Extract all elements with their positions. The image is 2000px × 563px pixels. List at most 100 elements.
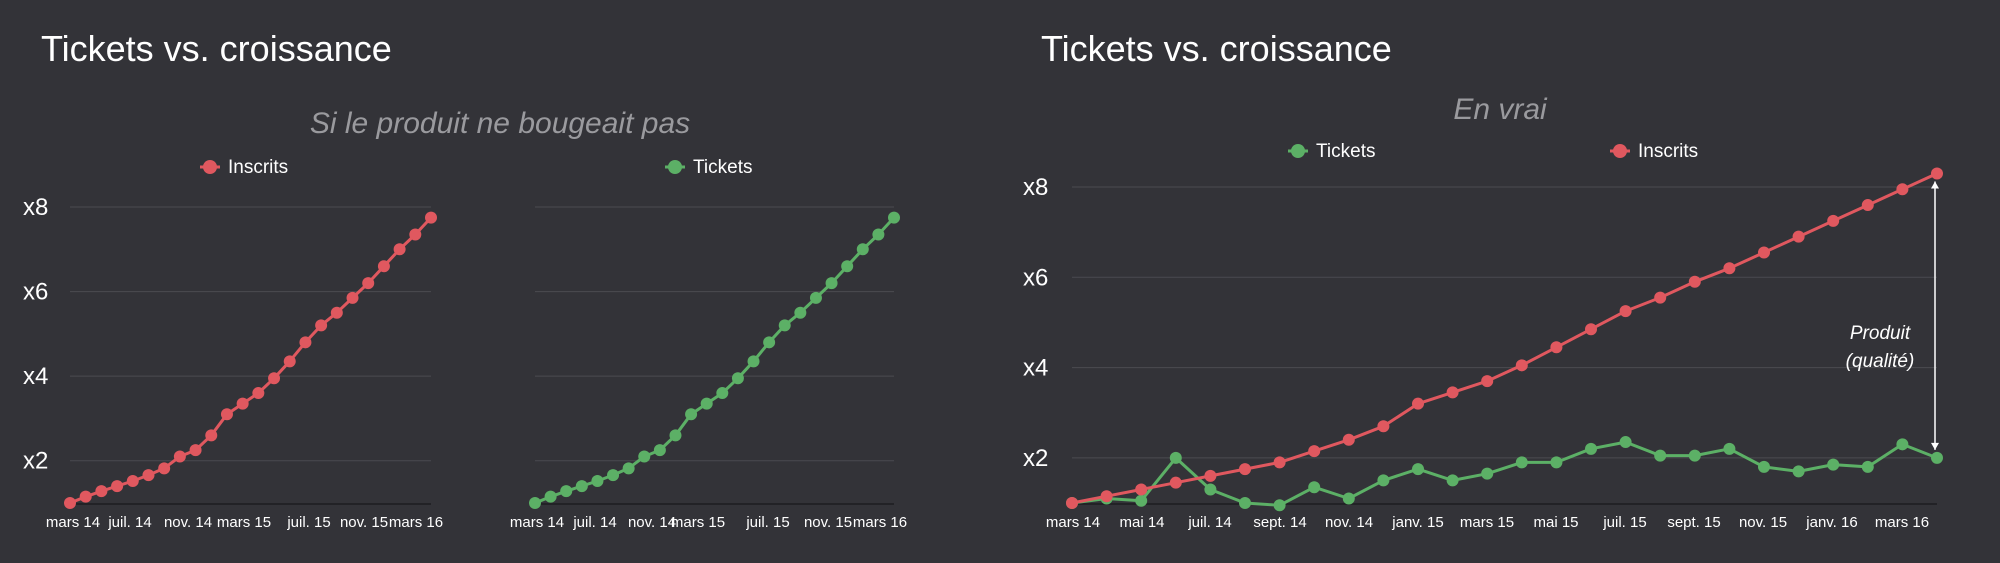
- data-point-tickets: [1169, 451, 1182, 464]
- data-point-tickets: [872, 228, 885, 241]
- data-point-inscrits: [1066, 497, 1078, 509]
- data-point-inscrits: [1861, 199, 1874, 212]
- y-tick-label: x6: [1023, 264, 1048, 291]
- data-point-inscrits: [64, 497, 76, 509]
- data-point-inscrits: [173, 450, 186, 463]
- legend-label: Inscrits: [228, 157, 288, 178]
- data-point-inscrits: [236, 397, 249, 410]
- data-point-inscrits: [1169, 476, 1182, 489]
- data-point-inscrits: [142, 469, 155, 482]
- annotation-label: (qualité): [1846, 351, 1915, 372]
- data-point-inscrits: [1688, 275, 1701, 288]
- data-point-inscrits: [1619, 305, 1632, 318]
- data-point-tickets: [544, 490, 557, 503]
- data-point-inscrits: [268, 372, 281, 385]
- data-point-tickets: [747, 355, 760, 368]
- x-tick-label: juil. 15: [745, 514, 789, 531]
- x-tick-label: sept. 15: [1667, 514, 1720, 531]
- data-point-inscrits: [1481, 375, 1494, 388]
- data-point-tickets: [1723, 442, 1736, 455]
- x-tick-label: juil. 14: [107, 514, 151, 531]
- data-point-tickets: [560, 485, 573, 498]
- x-tick-label: juil. 15: [1602, 514, 1646, 531]
- data-point-tickets: [809, 291, 822, 304]
- chart-subtitle: En vrai: [1453, 93, 1548, 126]
- data-point-tickets: [1308, 481, 1321, 494]
- legend-marker: [1291, 144, 1305, 158]
- x-tick-label: sept. 14: [1253, 514, 1306, 531]
- x-tick-label: nov. 15: [804, 514, 852, 531]
- y-tick-label: x2: [23, 448, 48, 475]
- x-tick-label: nov. 14: [164, 514, 212, 531]
- x-tick-label: mars 15: [671, 514, 725, 531]
- data-point-tickets: [607, 469, 620, 482]
- x-tick-label: janv. 16: [1805, 514, 1857, 531]
- legend-label: Tickets: [1316, 141, 1375, 162]
- data-point-tickets: [1654, 449, 1667, 462]
- series-line-inscrits: [1071, 172, 1938, 505]
- data-point-tickets: [685, 408, 698, 421]
- annotation-arrowhead-bottom: [1931, 442, 1939, 450]
- data-point-inscrits: [346, 291, 359, 304]
- data-point-tickets: [1861, 460, 1874, 473]
- legend-marker: [668, 160, 682, 174]
- slide-title-right: Tickets vs. croissance: [1041, 28, 1392, 69]
- data-point-inscrits: [126, 475, 139, 488]
- data-point-tickets: [888, 211, 900, 224]
- x-tick-label: mars 15: [217, 514, 271, 531]
- x-tick-label: mars 15: [1460, 514, 1514, 531]
- x-tick-label: mars 14: [510, 514, 564, 531]
- data-point-tickets: [1758, 460, 1770, 473]
- data-point-inscrits: [330, 306, 343, 319]
- data-point-inscrits: [205, 429, 218, 442]
- data-point-inscrits: [1273, 456, 1286, 469]
- x-tick-label: juil. 15: [286, 514, 330, 531]
- data-point-tickets: [763, 336, 776, 349]
- legend-marker: [1613, 144, 1627, 158]
- series-line-tickets: [534, 216, 896, 505]
- data-point-inscrits: [1827, 214, 1840, 227]
- series-line-inscrits: [69, 216, 433, 505]
- data-point-inscrits: [79, 490, 92, 503]
- x-tick-label: nov. 15: [1739, 514, 1787, 531]
- y-tick-label: x4: [23, 363, 48, 390]
- data-point-inscrits: [1100, 490, 1113, 503]
- x-tick-label: mars 14: [1046, 514, 1100, 531]
- data-point-tickets: [1342, 492, 1355, 505]
- data-point-tickets: [1412, 463, 1424, 476]
- data-point-inscrits: [299, 336, 312, 349]
- data-point-tickets: [794, 306, 807, 319]
- data-point-tickets: [841, 260, 854, 273]
- y-tick-label: x8: [23, 194, 48, 221]
- y-tick-label: x2: [1023, 445, 1048, 472]
- data-point-tickets: [638, 450, 651, 463]
- x-tick-label: mai 15: [1533, 514, 1578, 531]
- data-point-inscrits: [95, 485, 108, 498]
- x-tick-label: mars 16: [389, 514, 443, 531]
- data-point-tickets: [1204, 483, 1217, 496]
- x-tick-label: mai 14: [1119, 514, 1164, 531]
- x-tick-label: nov. 14: [628, 514, 676, 531]
- data-point-inscrits: [1515, 359, 1528, 372]
- data-point-inscrits: [189, 444, 202, 457]
- legend-marker: [203, 160, 217, 174]
- data-point-tickets: [1446, 474, 1459, 487]
- data-point-inscrits: [1792, 230, 1805, 243]
- data-point-inscrits: [1654, 291, 1667, 304]
- data-point-inscrits: [283, 355, 296, 368]
- data-point-tickets: [1931, 451, 1943, 464]
- data-point-inscrits: [1135, 483, 1148, 496]
- data-point-inscrits: [425, 211, 437, 224]
- slide-title-left: Tickets vs. croissance: [41, 28, 392, 69]
- chart-subtitle: Si le produit ne bougeait pas: [310, 107, 690, 140]
- data-point-inscrits: [1550, 341, 1563, 354]
- data-point-inscrits: [1723, 262, 1736, 275]
- x-tick-label: nov. 15: [340, 514, 388, 531]
- data-point-tickets: [1792, 465, 1805, 478]
- data-point-tickets: [856, 243, 869, 256]
- data-point-tickets: [731, 372, 744, 385]
- data-point-inscrits: [377, 260, 390, 273]
- data-point-tickets: [1273, 499, 1286, 512]
